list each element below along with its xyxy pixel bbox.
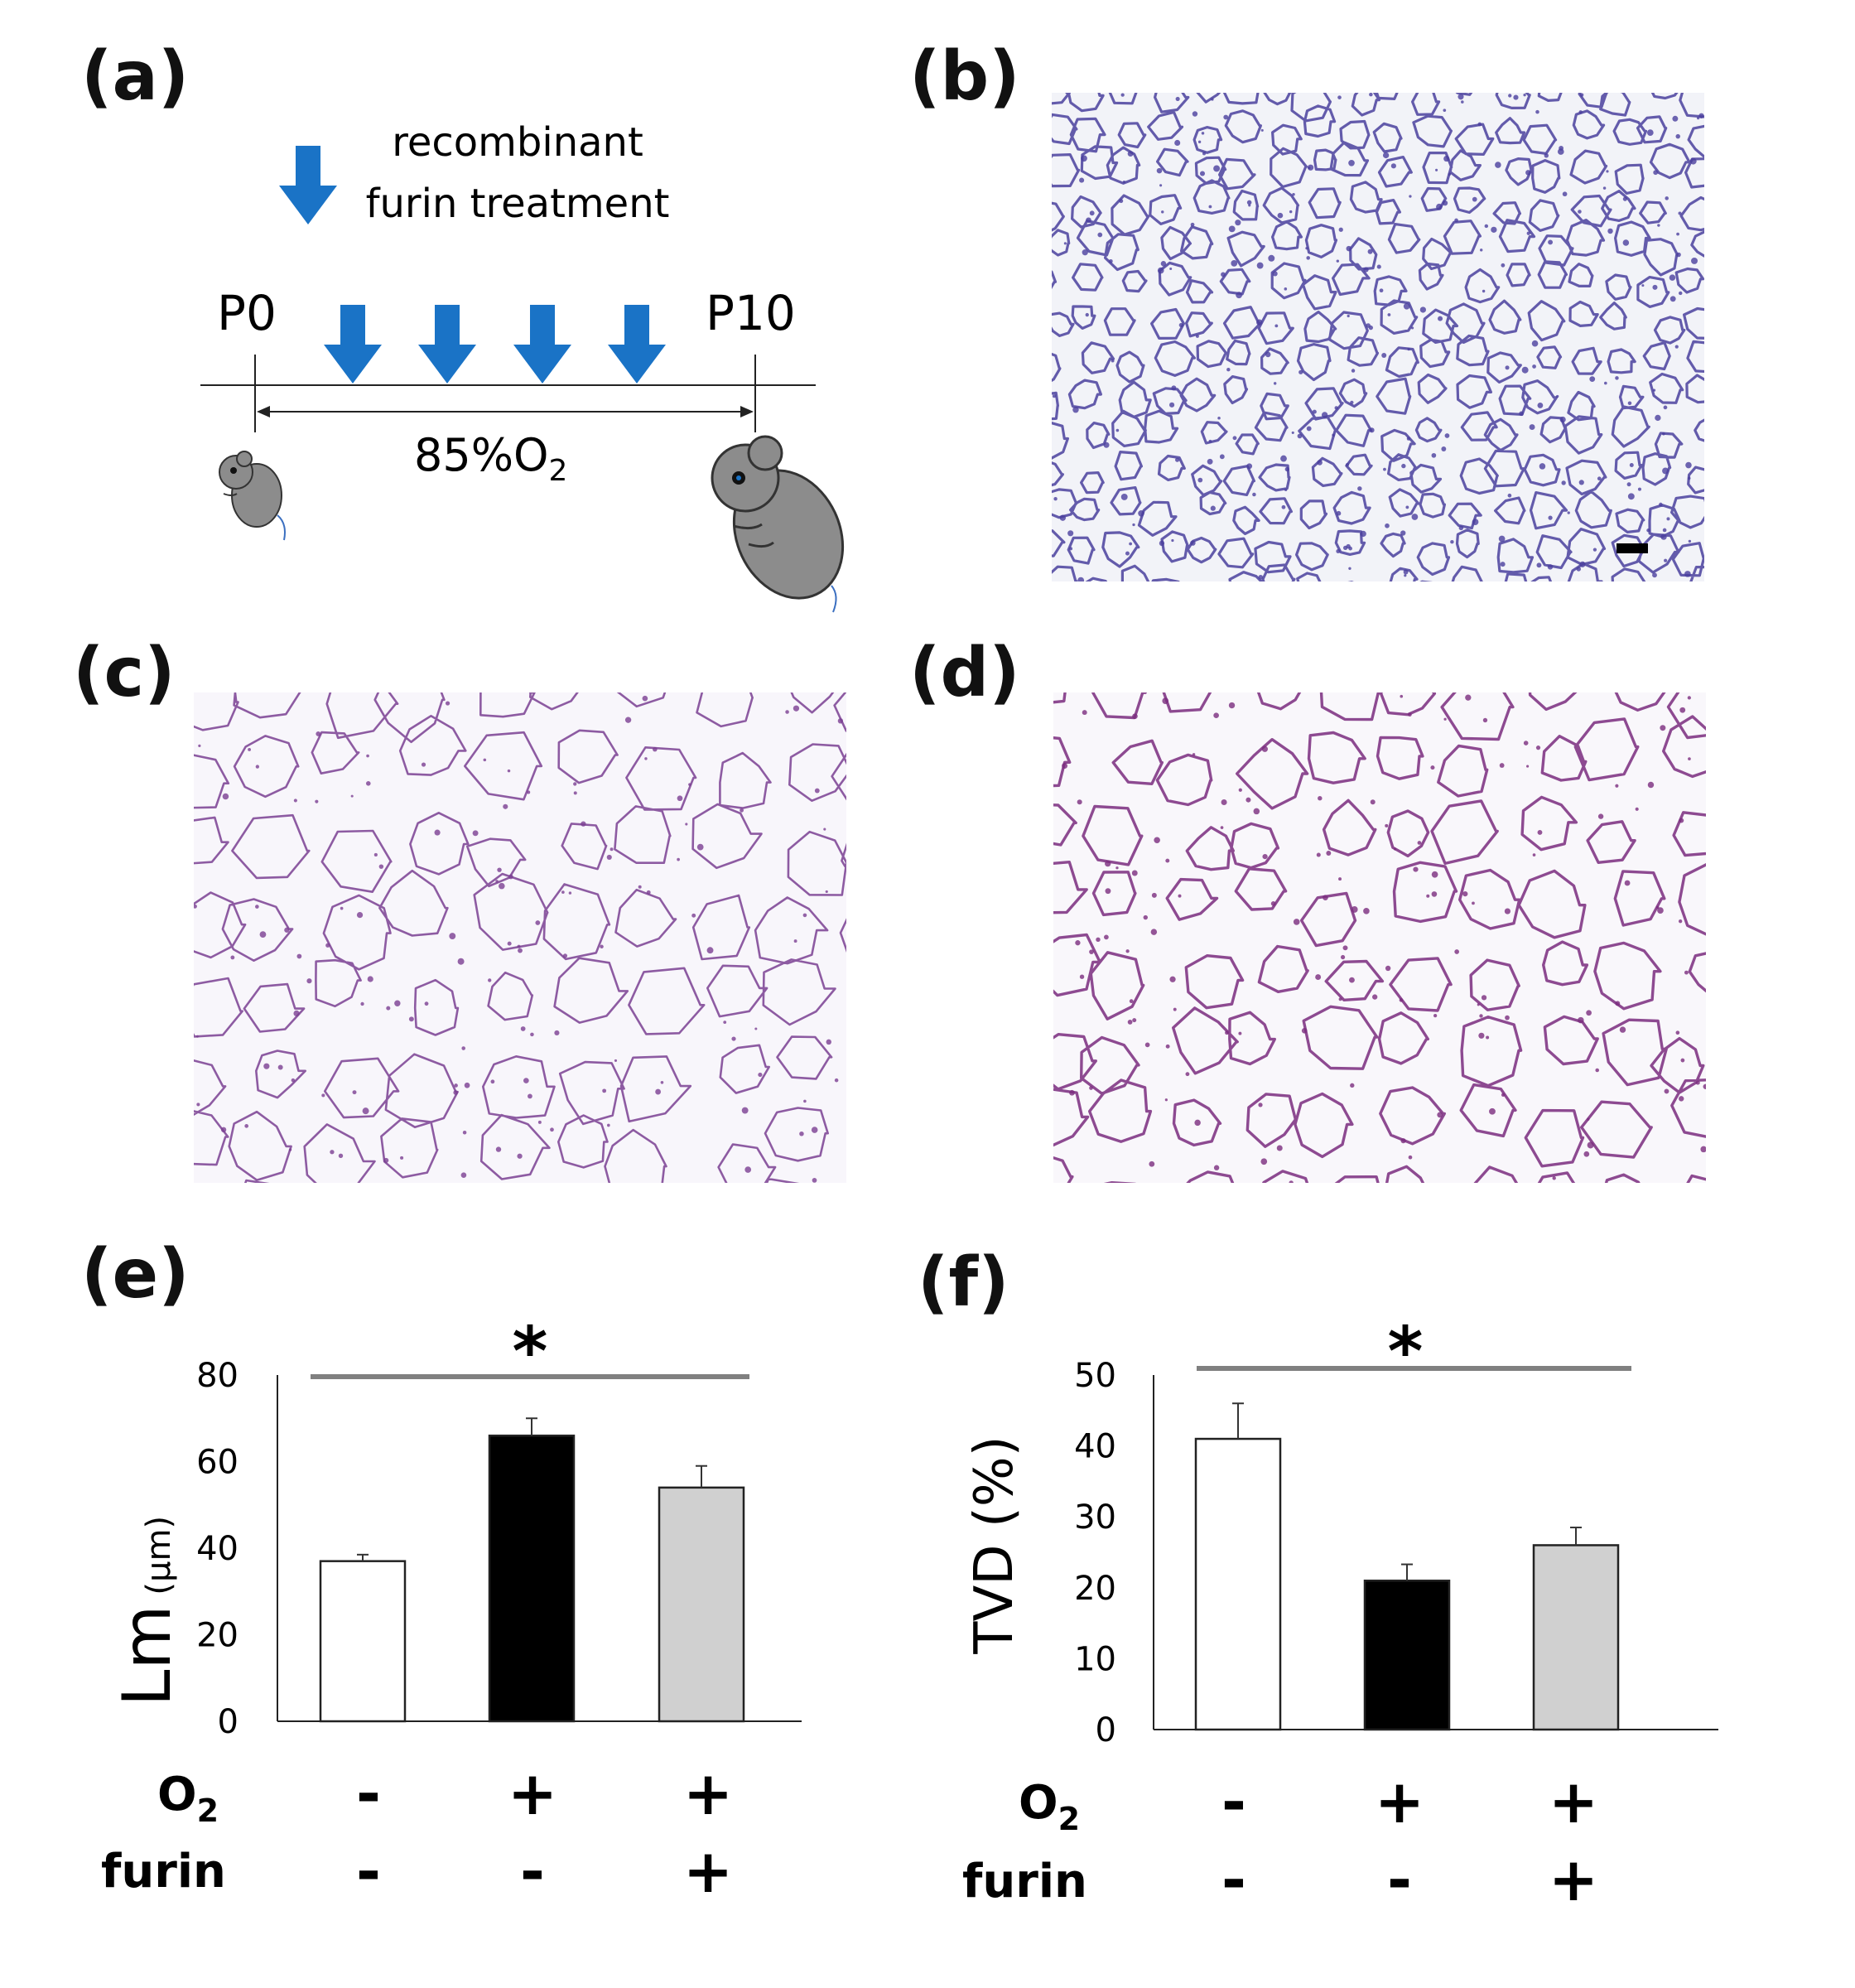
- panel-label-f: (f): [918, 1243, 1009, 1322]
- o2-mark: -: [1221, 1767, 1246, 1836]
- panel-label-e: (e): [81, 1235, 190, 1314]
- histology-image-d: [1053, 692, 1706, 1183]
- chart-tvd: TVD (%) * 0 10 20 30 40 50: [964, 1313, 1718, 1749]
- panel-label-c: (c): [73, 634, 176, 712]
- bar: [1194, 1437, 1282, 1731]
- y-axis-label: TVD (%): [964, 1436, 1025, 1654]
- o2-mark: +: [683, 1759, 733, 1828]
- y-tick-label: 60: [196, 1444, 238, 1482]
- y-tick-label: 30: [1074, 1498, 1116, 1537]
- bar: [1363, 1579, 1451, 1731]
- experiment-schema: recombinant furin treatment P0 P10 85%O2: [200, 119, 845, 613]
- panel-label-d: (d): [909, 634, 1020, 712]
- y-tick-label: 0: [1096, 1711, 1116, 1749]
- furin-mark: -: [1387, 1845, 1412, 1914]
- histology-image-c: [194, 692, 846, 1183]
- furin-mark: -: [520, 1836, 545, 1906]
- legend-arrow-icon: [279, 146, 337, 224]
- y-tick-label: 40: [1074, 1428, 1116, 1466]
- scale-bar: [1616, 543, 1648, 553]
- furin-mark: -: [356, 1836, 381, 1906]
- y-tick-label: 40: [196, 1530, 238, 1568]
- panel-label-a: (a): [81, 37, 190, 116]
- treatment-arrow-icon: [324, 305, 382, 384]
- y-tick-label: 10: [1074, 1640, 1116, 1678]
- bar: [488, 1434, 576, 1723]
- exposure-label: 85%O2: [414, 429, 567, 488]
- treatment-arrow-icon: [513, 305, 571, 384]
- y-axis-label: Lm(µm): [108, 1516, 186, 1706]
- o2-row-label: O2: [1019, 1776, 1080, 1837]
- newborn-mouse-icon: [219, 451, 286, 541]
- furin-row-label: furin: [962, 1855, 1087, 1908]
- furin-mark: -: [1221, 1845, 1246, 1914]
- bar: [319, 1560, 407, 1723]
- furin-mark: +: [1549, 1845, 1598, 1914]
- bar: [658, 1486, 745, 1723]
- y-tick-label: 80: [196, 1357, 238, 1395]
- chart-lm: Lm(µm) * 0 20 40 60 80: [108, 1313, 802, 1741]
- start-label: P0: [217, 285, 277, 341]
- o2-mark: +: [508, 1759, 557, 1828]
- y-tick-label: 50: [1074, 1357, 1116, 1395]
- y-tick-label: 20: [196, 1617, 238, 1655]
- histology-image-b: [1052, 93, 1704, 581]
- grown-mouse-icon: [711, 435, 845, 613]
- significance-star: *: [1388, 1313, 1424, 1392]
- o2-mark: +: [1549, 1767, 1598, 1836]
- y-tick-label: 0: [218, 1703, 238, 1741]
- treatment-marks-f: - + + - - +: [1221, 1767, 1598, 1914]
- span-arrow-left-icon: [257, 406, 270, 417]
- furin-mark: +: [683, 1836, 733, 1906]
- significance-star: *: [513, 1313, 548, 1392]
- end-label: P10: [706, 285, 796, 341]
- treatment-arrow-icon: [608, 305, 666, 384]
- o2-row-label: O2: [157, 1768, 219, 1829]
- o2-mark: -: [356, 1759, 381, 1828]
- treatment-arrow-icon: [418, 305, 476, 384]
- panel-label-b: (b): [909, 37, 1020, 116]
- y-tick-label: 20: [1074, 1570, 1116, 1608]
- span-arrow-right-icon: [740, 406, 754, 417]
- bar: [1532, 1544, 1620, 1731]
- o2-mark: +: [1375, 1767, 1424, 1836]
- treatment-marks-e: - + + - - +: [356, 1759, 733, 1906]
- legend-line-1: recombinant: [392, 119, 643, 166]
- furin-row-label: furin: [101, 1845, 226, 1899]
- legend-line-2: furin treatment: [366, 181, 670, 227]
